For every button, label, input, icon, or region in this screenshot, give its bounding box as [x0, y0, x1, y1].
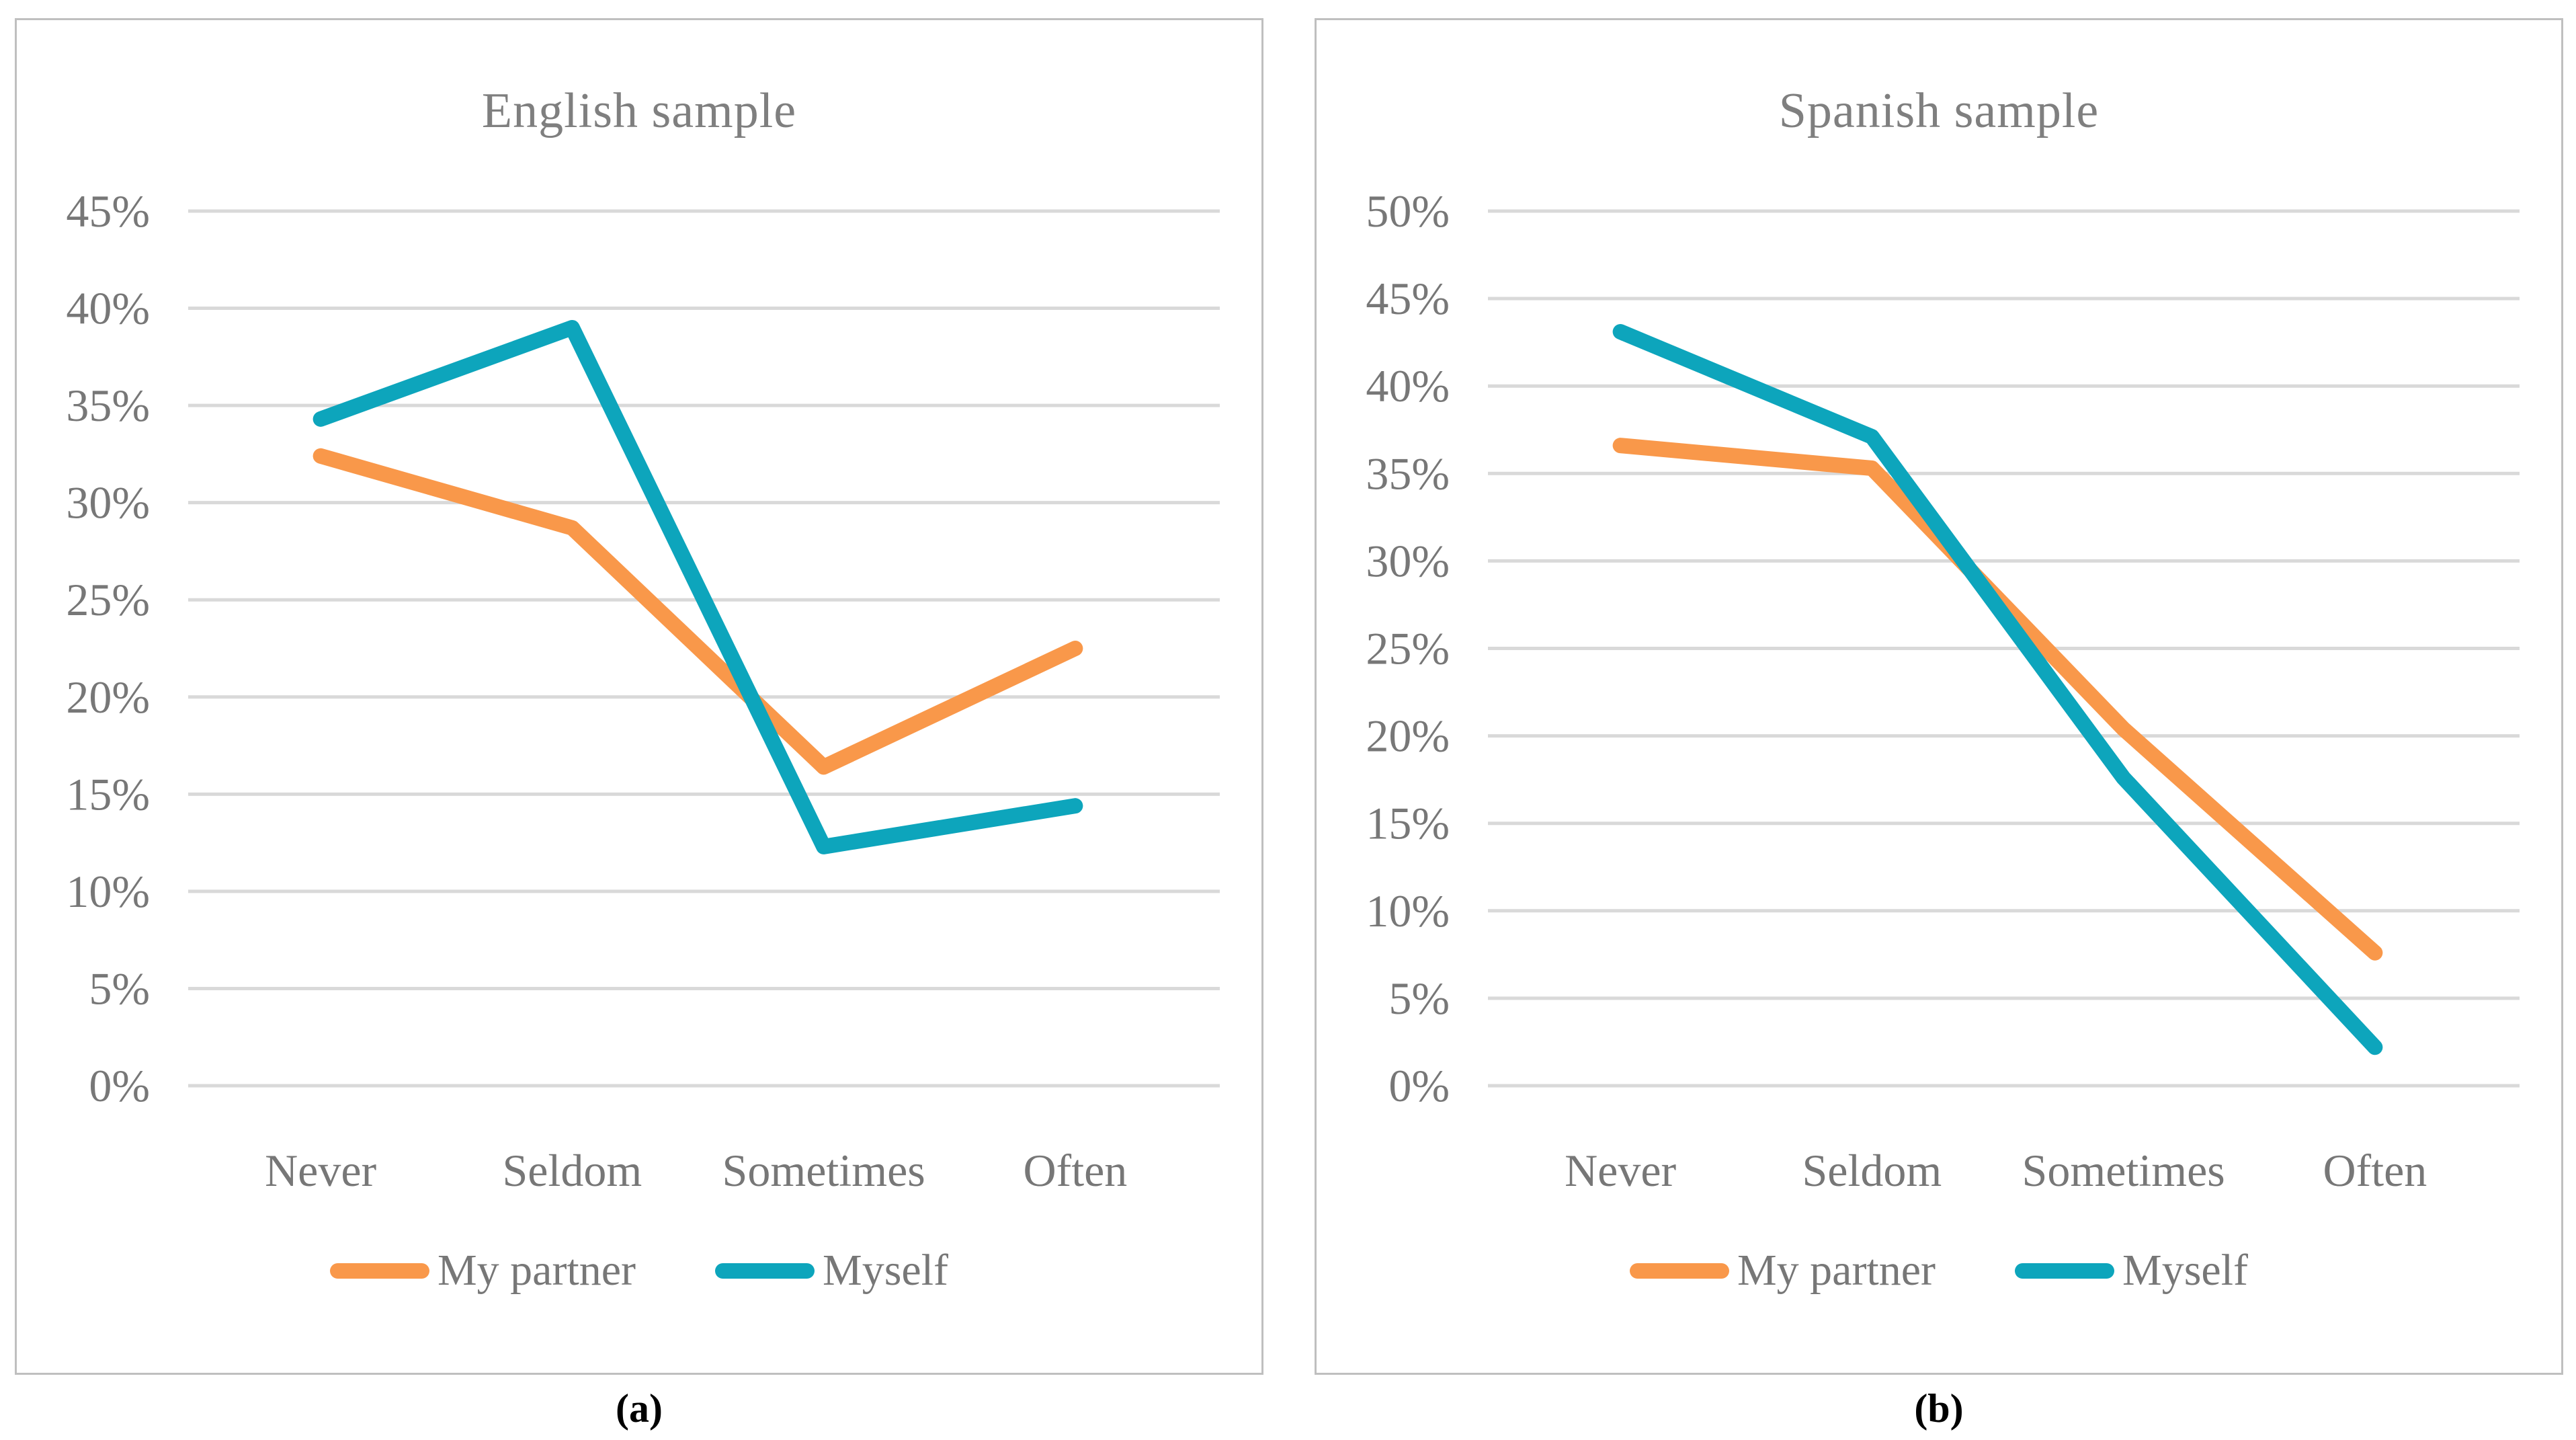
series-line-myself	[313, 319, 1083, 854]
x-axis-label-never: Never	[265, 1145, 376, 1196]
legend-label: My partner	[1737, 1246, 1936, 1295]
y-axis-tick-label: 30%	[1366, 535, 1450, 586]
y-axis-tick-label: 0%	[1388, 1060, 1450, 1111]
chart-panel-english-sample: English sample 0% 5% 10% 15% 20% 25% 30% 35% 40%…	[15, 18, 1263, 1375]
legend-label: Myself	[2122, 1246, 2249, 1295]
legend-item-myself: Myself	[715, 1245, 948, 1296]
y-axis-tick-label: 5%	[89, 963, 150, 1014]
legend: My partner Myself	[1317, 1245, 2561, 1296]
y-axis-tick-label: 15%	[1366, 798, 1450, 849]
figure-panel-a: English sample 0% 5% 10% 15% 20% 25% 30% 35% 40%…	[15, 18, 1263, 1432]
y-axis-tick-label: 20%	[66, 672, 150, 723]
y-axis-tick-label: 0%	[89, 1060, 150, 1111]
y-axis-tick-label: 15%	[66, 768, 150, 819]
legend-item-my-partner: My partner	[1629, 1245, 1936, 1296]
y-axis-tick-label: 40%	[1366, 360, 1450, 411]
plot-area: 0% 5% 10% 15% 20% 25% 30% 35% 40% 45% 50% Never Seld…	[1366, 186, 2520, 1196]
panel-caption-a: (a)	[616, 1386, 663, 1431]
legend-swatch-my-partner	[1629, 1263, 1729, 1279]
y-axis-tick-label: 10%	[66, 866, 150, 917]
y-axis-tick-label: 45%	[66, 186, 150, 237]
legend-swatch-myself	[715, 1263, 815, 1279]
x-axis-label-seldom: Seldom	[502, 1145, 642, 1196]
series-line-my-partner	[1612, 438, 2383, 961]
legend-label: Myself	[823, 1246, 949, 1295]
legend-swatch-myself	[2015, 1263, 2115, 1279]
legend: My partner Myself	[17, 1245, 1261, 1296]
legend-item-my-partner: My partner	[329, 1245, 636, 1296]
y-axis-tick-label: 40%	[66, 283, 150, 334]
legend-item-myself: Myself	[2015, 1245, 2248, 1296]
x-axis-label-sometimes: Sometimes	[2022, 1145, 2225, 1196]
chart-panel-spanish-sample: Spanish sample 0% 5% 10% 15% 20% 25% 30% 35% 40%…	[1315, 18, 2563, 1375]
y-axis-tick-label: 35%	[1366, 448, 1450, 499]
legend-swatch-my-partner	[329, 1263, 429, 1279]
series-line-my-partner	[313, 448, 1083, 775]
chart-title: Spanish sample	[1778, 83, 2100, 138]
panel-caption-b: (b)	[1914, 1386, 1964, 1431]
y-axis-tick-label: 25%	[66, 574, 150, 625]
x-axis-label-often: Often	[1023, 1145, 1127, 1196]
y-axis-tick-label: 20%	[1366, 711, 1450, 762]
y-axis-tick-label: 45%	[1366, 273, 1450, 324]
y-axis-tick-label: 25%	[1366, 623, 1450, 674]
plot-area: 0% 5% 10% 15% 20% 25% 30% 35% 40% 45% Never Seldom S…	[66, 186, 1220, 1196]
y-axis-tick-label: 5%	[1388, 973, 1450, 1024]
figure-panel-b: Spanish sample 0% 5% 10% 15% 20% 25% 30% 35% 40%…	[1315, 18, 2563, 1432]
y-axis-tick-label: 50%	[1366, 186, 1450, 237]
y-axis-tick-label: 30%	[66, 477, 150, 528]
x-axis-label-often: Often	[2323, 1145, 2427, 1196]
x-axis-label-sometimes: Sometimes	[722, 1145, 925, 1196]
legend-label: My partner	[437, 1246, 636, 1295]
y-axis-tick-label: 35%	[66, 380, 150, 431]
x-axis-label-never: Never	[1565, 1145, 1676, 1196]
chart-title: English sample	[481, 83, 797, 138]
y-axis-tick-label: 10%	[1366, 885, 1450, 936]
series-line-myself	[1612, 324, 2383, 1055]
x-axis-label-seldom: Seldom	[1802, 1145, 1942, 1196]
